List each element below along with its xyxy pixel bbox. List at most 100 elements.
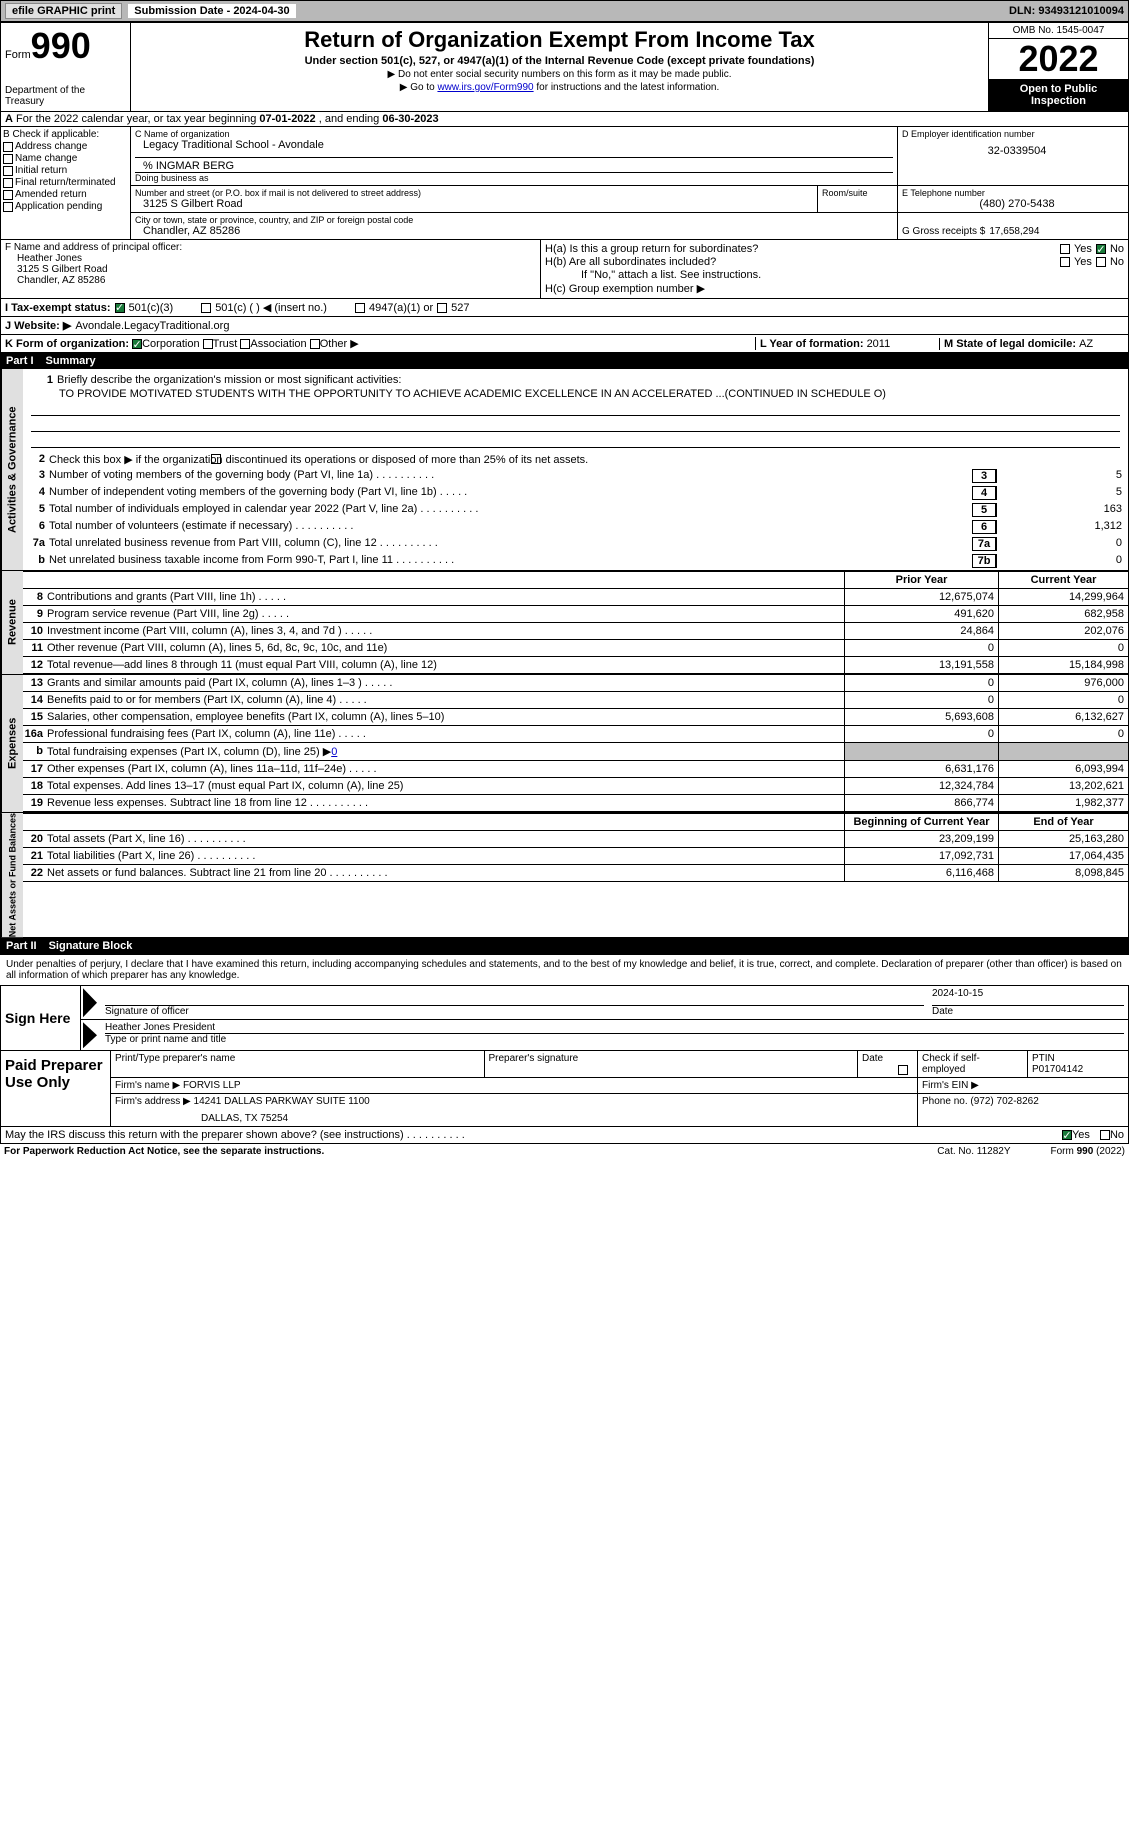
cy16a: 0: [998, 726, 1128, 742]
checkbox-icon[interactable]: [1100, 1130, 1110, 1140]
street-label: Number and street (or P.O. box if mail i…: [135, 188, 813, 198]
d-label: D Employer identification number: [902, 129, 1124, 139]
netassets-content: Beginning of Current Year End of Year 20…: [23, 813, 1128, 937]
self-employed-cell: Check if self-employed: [918, 1051, 1028, 1077]
m-value: AZ: [1079, 338, 1093, 350]
501c3: 501(c)(3): [129, 302, 174, 314]
tax-year: 2022: [989, 39, 1128, 79]
blank-line: [31, 434, 1120, 448]
form-990-label: Form990: [5, 25, 126, 67]
form-ref: Form 990 (2022): [1051, 1146, 1126, 1157]
checkbox-icon[interactable]: [3, 178, 13, 188]
sig-officer-cell: Signature of officer: [101, 986, 928, 1019]
l2-text: Check this box ▶ if the organization dis…: [49, 454, 588, 466]
py12: 13,191,558: [844, 657, 998, 673]
l11: Other revenue (Part VIII, column (A), li…: [47, 640, 844, 656]
checkbox-icon[interactable]: [203, 339, 213, 349]
no-label: No: [1110, 243, 1124, 255]
phone: (480) 270-5438: [902, 198, 1124, 210]
efile-print-button[interactable]: efile GRAPHIC print: [5, 3, 122, 19]
cy21: 17,064,435: [998, 848, 1128, 864]
shaded-cell: [844, 743, 998, 760]
note2-post: for instructions and the latest informat…: [534, 82, 720, 93]
cat-no: Cat. No. 11282Y: [937, 1146, 1010, 1157]
py14: 0: [844, 692, 998, 708]
check-address-change: Address change: [3, 141, 128, 152]
cy18: 13,202,621: [998, 778, 1128, 794]
l16b: Total fundraising expenses (Part IX, col…: [47, 743, 844, 760]
l16b-pre: Total fundraising expenses (Part IX, col…: [47, 746, 331, 758]
sig-date: 2024-10-15: [932, 988, 1124, 1006]
cy19: 1,982,377: [998, 795, 1128, 811]
checkbox-icon[interactable]: [1060, 244, 1070, 254]
checkbox-checked-icon[interactable]: ✓: [115, 303, 125, 313]
ptin-label: PTIN: [1032, 1053, 1124, 1064]
l-label: L Year of formation:: [760, 338, 867, 350]
h-a-row: H(a) Is this a group return for subordin…: [545, 243, 1124, 255]
j-label: J Website: ▶: [5, 319, 71, 332]
4947: 4947(a)(1) or: [369, 302, 433, 314]
name-title-cell: Heather Jones President Type or print na…: [101, 1020, 1128, 1050]
expenses-content: 13Grants and similar amounts paid (Part …: [23, 675, 1128, 812]
officer-left: F Name and address of principal officer:…: [1, 240, 541, 298]
501c: 501(c) ( ) ◀ (insert no.): [215, 301, 327, 314]
v3: 5: [996, 469, 1126, 483]
l4: Number of independent voting members of …: [49, 486, 970, 500]
no-label: No: [1110, 256, 1124, 268]
checkbox-checked-icon[interactable]: ✓: [132, 339, 142, 349]
checkbox-icon[interactable]: [355, 303, 365, 313]
vtab-expenses: Expenses: [1, 675, 23, 812]
checkbox-icon[interactable]: [310, 339, 320, 349]
l15: Salaries, other compensation, employee b…: [47, 709, 844, 725]
irs-link[interactable]: www.irs.gov/Form990: [437, 82, 533, 93]
tax-exempt-row: I Tax-exempt status: ✓ 501(c)(3) 501(c) (…: [0, 299, 1129, 317]
bottom-row: For Paperwork Reduction Act Notice, see …: [0, 1144, 1129, 1159]
i-label: I Tax-exempt status:: [5, 302, 111, 314]
dln: DLN: 93493121010094: [1009, 5, 1124, 17]
org-name: Legacy Traditional School - Avondale: [135, 139, 893, 151]
checkbox-icon[interactable]: [240, 339, 250, 349]
col-b: B Check if applicable: Address change Na…: [1, 127, 131, 239]
cy8: 14,299,964: [998, 589, 1128, 605]
officer-right: H(a) Is this a group return for subordin…: [541, 240, 1128, 298]
py19: 866,774: [844, 795, 998, 811]
open-to-public: Open to Public Inspection: [989, 79, 1128, 111]
officer-name: Heather Jones: [5, 253, 536, 264]
officer-city: Chandler, AZ 85286: [5, 275, 536, 286]
checkbox-icon[interactable]: [898, 1065, 908, 1075]
l16a: Professional fundraising fees (Part IX, …: [47, 726, 844, 742]
checkbox-icon[interactable]: [3, 166, 13, 176]
k-assoc: Association: [250, 338, 306, 350]
l22: Net assets or fund balances. Subtract li…: [47, 865, 844, 881]
l17: Other expenses (Part IX, column (A), lin…: [47, 761, 844, 777]
checkbox-checked-icon[interactable]: ✓: [1062, 1130, 1072, 1140]
phone-label: Phone no.: [922, 1096, 968, 1107]
shaded-cell: [998, 743, 1128, 760]
row-a-text: For the 2022 calendar year, or tax year …: [16, 113, 259, 125]
l-value: 2011: [867, 338, 891, 350]
website-row: J Website: ▶ Avondale.LegacyTraditional.…: [0, 317, 1129, 335]
checkbox-icon[interactable]: [211, 454, 221, 464]
officer-name-title: Heather Jones President: [105, 1022, 1124, 1034]
checkbox-icon[interactable]: [3, 154, 13, 164]
cy12: 15,184,998: [998, 657, 1128, 673]
k-other: Other ▶: [320, 338, 359, 350]
checkbox-icon[interactable]: [3, 142, 13, 152]
l10: Investment income (Part VIII, column (A)…: [47, 623, 844, 639]
l14: Benefits paid to or for members (Part IX…: [47, 692, 844, 708]
firm-name: FORVIS LLP: [183, 1080, 241, 1091]
checkbox-icon[interactable]: [3, 202, 13, 212]
checkbox-icon[interactable]: [437, 303, 447, 313]
checkbox-icon[interactable]: [3, 190, 13, 200]
mission-box: 1Briefly describe the organization's mis…: [23, 369, 1128, 452]
checkbox-icon[interactable]: [201, 303, 211, 313]
checkbox-icon[interactable]: [1060, 257, 1070, 267]
discuss-text: May the IRS discuss this return with the…: [5, 1129, 465, 1141]
checkbox-checked-icon[interactable]: ✓: [1096, 244, 1106, 254]
l16b-val[interactable]: 0: [331, 746, 337, 758]
checkbox-icon[interactable]: [1096, 257, 1106, 267]
form-subtitle: Under section 501(c), 527, or 4947(a)(1)…: [135, 55, 984, 67]
care-of: % INGMAR BERG: [135, 157, 893, 172]
yes-label: Yes: [1074, 256, 1092, 268]
check-amended: Amended return: [3, 189, 128, 200]
